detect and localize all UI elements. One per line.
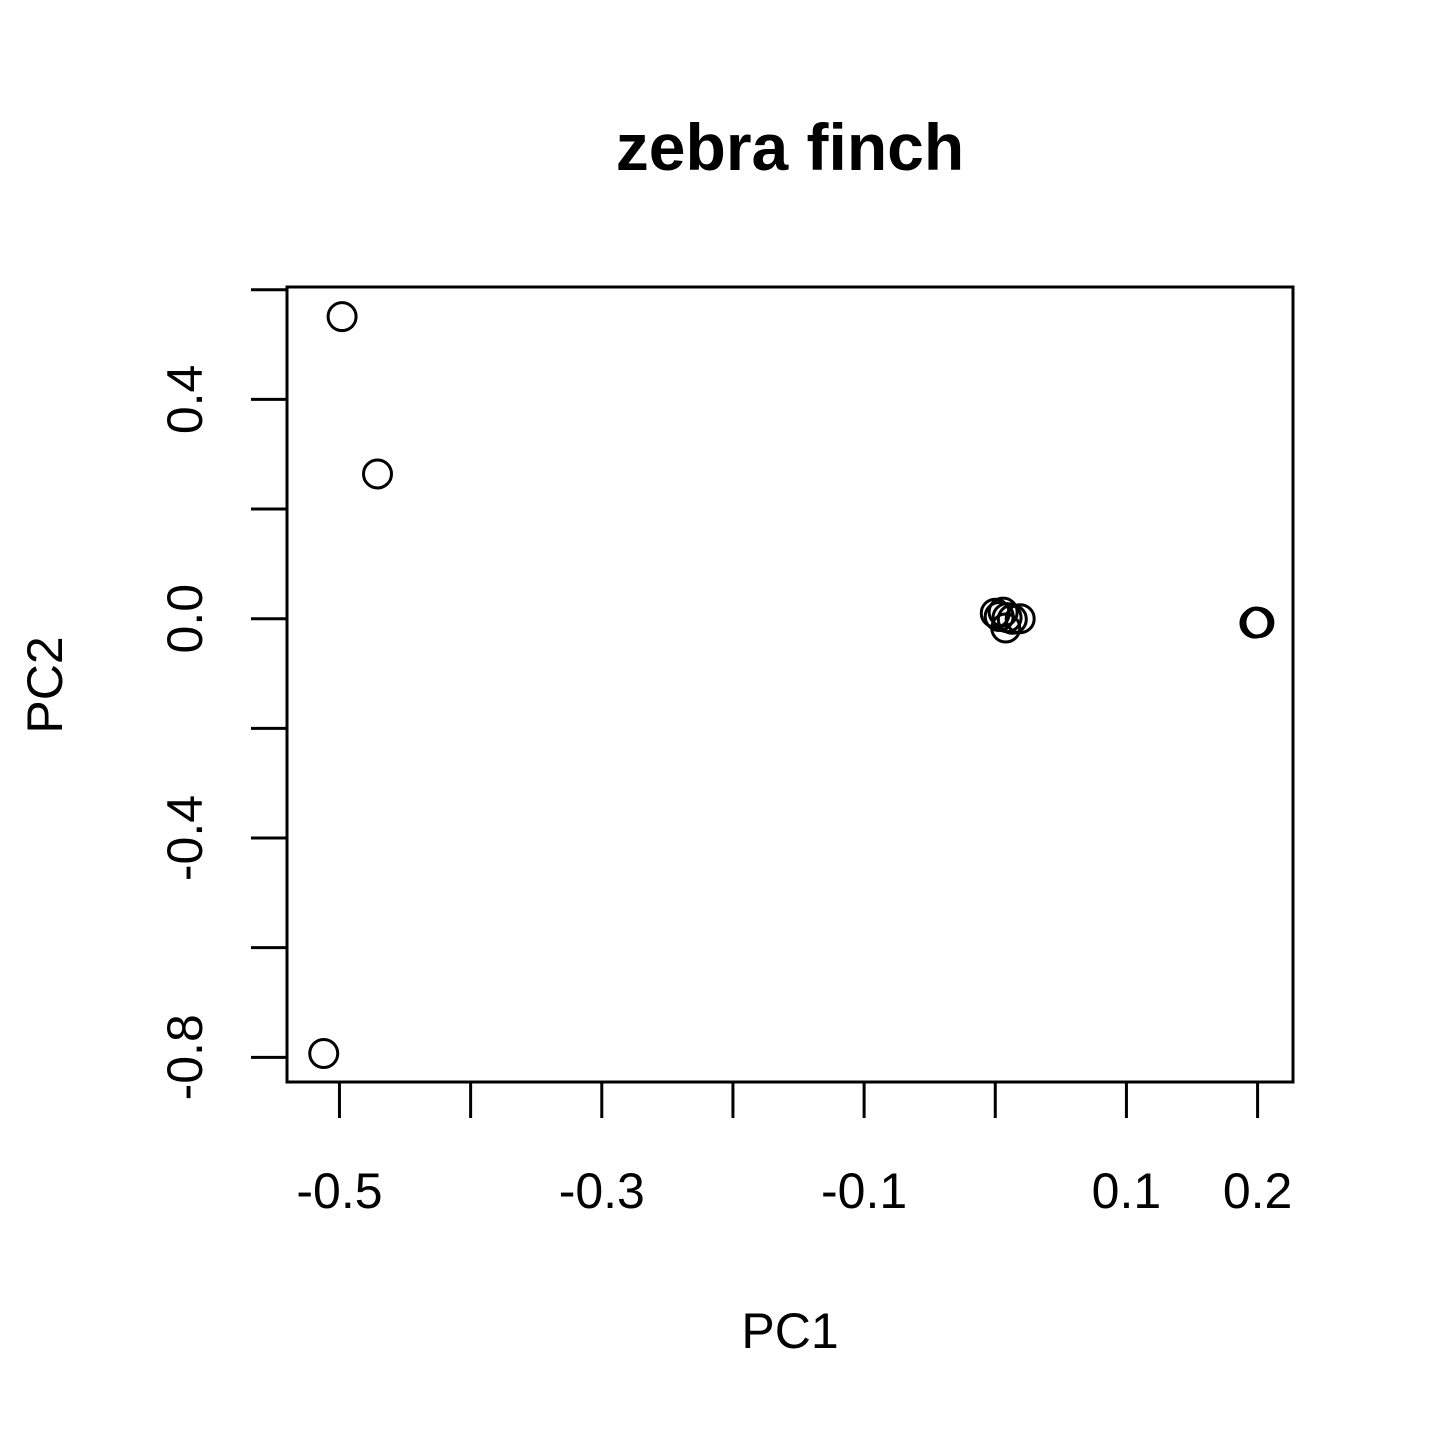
data-points (308, 301, 1275, 1069)
x-axis: -0.5 -0.3 -0.1 0.1 0.2 (296, 1080, 1293, 1219)
data-point (983, 601, 1015, 633)
plot-frame (285, 285, 1295, 1084)
x-tick-label: -0.1 (821, 1163, 907, 1219)
x-tick-label: -0.5 (296, 1163, 382, 1219)
data-point (362, 458, 394, 490)
y-tick-label: 0.0 (157, 584, 213, 654)
data-point (308, 1037, 340, 1069)
y-tick-label: 0.4 (157, 365, 213, 435)
x-tick-label: 0.2 (1223, 1163, 1293, 1219)
x-axis-label: PC1 (741, 1303, 838, 1359)
x-tick-label: 0.1 (1092, 1163, 1162, 1219)
y-tick-label: -0.8 (157, 1014, 213, 1100)
data-point (996, 603, 1028, 635)
y-axis-label: PC2 (17, 636, 73, 733)
y-tick-label: -0.4 (157, 795, 213, 881)
data-point (1239, 607, 1271, 639)
x-tick-label: -0.3 (559, 1163, 645, 1219)
chart-title: zebra finch (616, 110, 964, 184)
data-point (326, 301, 358, 333)
y-axis: -0.8 -0.4 0.0 0.4 (157, 288, 289, 1100)
data-point (987, 596, 1019, 628)
